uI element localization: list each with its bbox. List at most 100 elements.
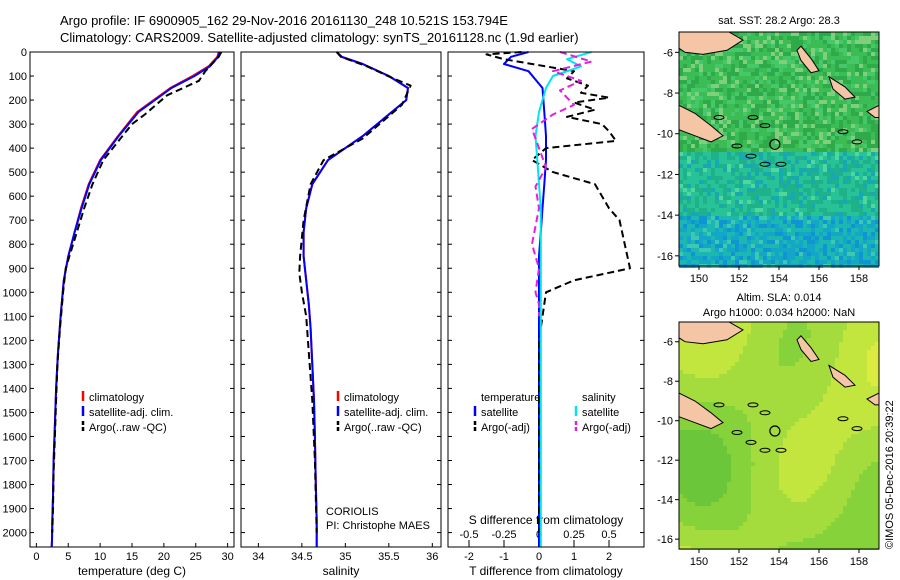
map-cell (803, 430, 807, 434)
map-cell (731, 60, 735, 64)
map-cell (731, 180, 735, 184)
map-cell (815, 366, 819, 370)
map-cell (699, 80, 703, 84)
map-cell (843, 244, 847, 248)
map-cell (875, 208, 879, 212)
map-cell (859, 204, 863, 208)
map-cell (807, 438, 811, 442)
map-cell (871, 458, 875, 462)
map-cell (751, 88, 755, 92)
map-cell (803, 116, 807, 120)
map-cell (683, 176, 687, 180)
map-cell (743, 204, 747, 208)
map-cell (771, 236, 775, 240)
map-cell (751, 168, 755, 172)
map-cell (823, 164, 827, 168)
map-cell (795, 362, 799, 366)
map-cell (803, 378, 807, 382)
map-cell (699, 244, 703, 248)
map-cell (723, 248, 727, 252)
map-cell (795, 44, 799, 48)
map-cell (871, 80, 875, 84)
map-cell (855, 350, 859, 354)
map-cell (759, 136, 763, 140)
map-cell (719, 394, 723, 398)
map-cell (735, 394, 739, 398)
map-cell (799, 180, 803, 184)
map-cell (735, 72, 739, 76)
map-cell (795, 40, 799, 44)
map-cell (775, 248, 779, 252)
map-cell (755, 382, 759, 386)
map-cell (799, 402, 803, 406)
map-cell (875, 458, 879, 462)
map-cell (767, 446, 771, 450)
map-cell (803, 362, 807, 366)
map-cell (791, 60, 795, 64)
map-cell (779, 108, 783, 112)
map-cell (727, 168, 731, 172)
map-cell (711, 252, 715, 256)
map-cell (875, 322, 879, 326)
map-cell (815, 442, 819, 446)
map-cell (767, 144, 771, 148)
map-cell (703, 232, 707, 236)
map-cell (767, 128, 771, 132)
map-cell (711, 394, 715, 398)
map-cell (827, 236, 831, 240)
map-cell (871, 260, 875, 264)
map-cell (827, 378, 831, 382)
map-cell (759, 156, 763, 160)
map-cell (679, 64, 683, 68)
map-cell (867, 256, 871, 260)
map-cell (683, 354, 687, 358)
map-cell (831, 414, 835, 418)
map-cell (683, 378, 687, 382)
map-cell (851, 148, 855, 152)
map-cell (823, 236, 827, 240)
map-cell (707, 346, 711, 350)
map-cell (783, 148, 787, 152)
map-cell (851, 398, 855, 402)
map-cell (679, 164, 683, 168)
map-cell (719, 454, 723, 458)
map-cell (859, 104, 863, 108)
map-cell (755, 438, 759, 442)
map-cell (723, 100, 727, 104)
map-cell (707, 116, 711, 120)
map-cell (811, 92, 815, 96)
map-cell (815, 394, 819, 398)
map-cell (811, 330, 815, 334)
map-cell (783, 132, 787, 136)
map-cell (711, 462, 715, 466)
map-cell (823, 334, 827, 338)
map-cell (763, 244, 767, 248)
map-cell (711, 346, 715, 350)
map-cell (791, 346, 795, 350)
map-cell (859, 422, 863, 426)
map-cell (759, 36, 763, 40)
map-cell (719, 358, 723, 362)
map-cell (719, 236, 723, 240)
map-cell (775, 386, 779, 390)
map-cell (783, 228, 787, 232)
map-cell (863, 36, 867, 40)
map-cell (831, 322, 835, 326)
map-cell (823, 442, 827, 446)
map-cell (723, 450, 727, 454)
map-cell (703, 160, 707, 164)
map-cell (851, 52, 855, 56)
map-cell (819, 330, 823, 334)
map-cell (839, 248, 843, 252)
map-cell (859, 84, 863, 88)
map-cell (819, 446, 823, 450)
map-cell (711, 402, 715, 406)
map-cell (771, 358, 775, 362)
map-cell (715, 446, 719, 450)
map-cell (819, 160, 823, 164)
map-cell (875, 152, 879, 156)
map-cell (871, 160, 875, 164)
map-cell (831, 426, 835, 430)
x-axis-label: temperature (deg C) (78, 564, 186, 578)
map-cell (787, 326, 791, 330)
